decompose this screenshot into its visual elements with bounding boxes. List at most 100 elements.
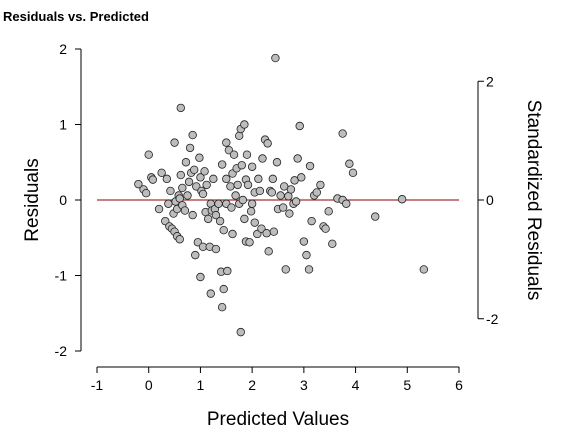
data-point xyxy=(188,210,197,220)
data-point xyxy=(269,227,279,236)
data-point xyxy=(185,143,195,153)
data-point xyxy=(209,174,218,184)
y-tick-label: 1 xyxy=(59,117,67,133)
data-point xyxy=(285,209,294,218)
data-point xyxy=(219,284,228,294)
data-point xyxy=(245,238,254,247)
data-point xyxy=(235,131,244,141)
data-point xyxy=(188,130,197,140)
data-point xyxy=(371,212,380,221)
data-point xyxy=(195,153,204,162)
data-point xyxy=(227,203,236,212)
x-tick-label: 6 xyxy=(455,377,463,393)
data-point xyxy=(264,247,273,256)
data-point xyxy=(176,103,185,113)
data-point xyxy=(278,203,288,212)
data-point xyxy=(170,138,179,147)
x-tick-label: 4 xyxy=(352,377,360,393)
axes-group: -1 0 1 2 3 4 5 6 -2 -1 0 1 2 -2 0 2 xyxy=(55,41,499,393)
data-point xyxy=(175,235,184,244)
data-point xyxy=(176,170,185,180)
data-point xyxy=(141,189,151,198)
x-axis-label: Predicted Values xyxy=(207,409,349,430)
data-point xyxy=(254,174,263,184)
data-point xyxy=(281,265,290,274)
data-point xyxy=(297,173,306,182)
data-point xyxy=(198,189,208,199)
data-point xyxy=(286,185,296,194)
data-point xyxy=(211,244,221,254)
data-point xyxy=(134,179,143,189)
data-point xyxy=(229,150,239,159)
data-point xyxy=(206,289,215,298)
y-tick-label: 0 xyxy=(59,192,67,208)
data-point xyxy=(231,191,240,200)
data-point xyxy=(291,197,301,206)
data-point xyxy=(217,160,227,169)
data-point xyxy=(263,139,272,148)
data-point xyxy=(217,303,227,312)
data-point xyxy=(196,173,205,182)
data-point xyxy=(162,174,172,184)
data-point xyxy=(214,199,223,208)
data-point xyxy=(181,158,191,167)
data-point xyxy=(166,186,175,196)
data-point xyxy=(280,182,289,191)
data-point xyxy=(307,216,316,226)
data-point xyxy=(154,204,164,214)
data-point xyxy=(304,265,314,274)
data-point xyxy=(262,229,271,238)
data-point xyxy=(183,191,192,200)
data-point xyxy=(203,214,213,224)
data-point xyxy=(200,167,209,176)
data-point xyxy=(237,161,246,170)
y2-axis-label: Standardized Residuals xyxy=(523,100,544,301)
data-point xyxy=(302,250,311,260)
data-point xyxy=(222,138,231,147)
data-point xyxy=(295,121,304,131)
data-point xyxy=(196,272,205,282)
data-point xyxy=(148,175,158,184)
data-point xyxy=(324,207,333,216)
data-point xyxy=(345,159,354,168)
data-point xyxy=(419,265,429,274)
x-tick-label: -1 xyxy=(91,377,104,393)
data-point xyxy=(238,195,248,205)
data-point xyxy=(276,191,285,200)
data-point xyxy=(397,195,407,204)
data-point xyxy=(305,161,315,171)
data-point xyxy=(348,168,358,178)
data-point xyxy=(299,237,309,246)
data-point xyxy=(211,210,221,220)
data-point xyxy=(178,183,187,193)
y-axis-label: Residuals xyxy=(22,158,43,241)
chart-title: Residuals vs. Predicted xyxy=(3,9,149,24)
data-point xyxy=(328,239,337,248)
data-point xyxy=(223,266,232,276)
y-tick-label: -2 xyxy=(55,343,68,359)
data-point xyxy=(246,207,256,216)
data-point xyxy=(240,214,249,224)
data-point xyxy=(228,229,237,239)
x-tick-label: 5 xyxy=(403,377,411,393)
data-point xyxy=(255,186,265,196)
y-tick-label: 2 xyxy=(59,41,67,57)
y2-tick-label: -2 xyxy=(486,311,499,327)
data-point xyxy=(316,180,325,190)
data-point xyxy=(290,176,299,185)
data-point xyxy=(191,250,200,260)
data-point xyxy=(247,199,257,208)
x-tick-label: 0 xyxy=(145,377,153,393)
data-point xyxy=(180,206,190,215)
data-point xyxy=(202,180,211,190)
data-point xyxy=(338,129,347,138)
data-point xyxy=(243,180,253,190)
y-tick-label: -1 xyxy=(55,268,68,284)
data-point xyxy=(250,218,259,227)
x-tick-label: 3 xyxy=(300,377,308,393)
data-point xyxy=(258,154,267,163)
data-point xyxy=(240,120,249,129)
y2-tick-label: 0 xyxy=(486,192,494,208)
data-point xyxy=(312,188,321,197)
